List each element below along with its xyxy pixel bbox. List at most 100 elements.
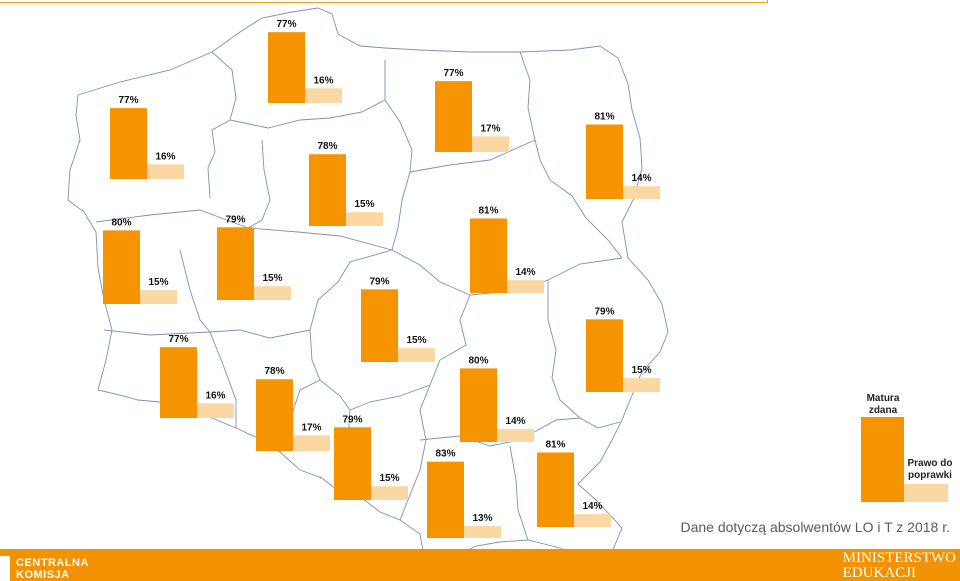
label-matura-zdana: 79% — [342, 414, 362, 425]
footer-ministry: MINISTERSTWO EDUKACJI — [843, 551, 956, 581]
label-matura-zdana: 78% — [317, 141, 337, 152]
label-matura-zdana: 77% — [118, 95, 138, 106]
legend-pass-swatch — [861, 417, 904, 502]
boundary — [103, 329, 311, 339]
label-matura-zdana: 79% — [594, 306, 614, 317]
footer-logo-mark — [0, 556, 10, 581]
map-outlines — [67, 7, 669, 561]
region-bar-group: 81% 14% — [586, 111, 660, 199]
boundary — [349, 384, 431, 411]
region-bar-group: 77% 17% — [435, 68, 509, 152]
region-bar-group: 79% 15% — [334, 414, 408, 500]
label-prawo-do-poprawki: 17% — [301, 422, 321, 433]
label-matura-zdana: 81% — [594, 111, 614, 122]
boundary — [399, 409, 427, 521]
region-bar-group: 80% 14% — [460, 355, 534, 442]
legend-retake-swatch — [904, 484, 948, 502]
bar-prawo-do-poprawki — [305, 88, 342, 103]
bar-matura-zdana — [334, 427, 371, 500]
label-matura-zdana: 83% — [435, 449, 455, 460]
boundary — [519, 51, 623, 259]
label-prawo-do-poprawki: 13% — [472, 513, 492, 524]
bar-matura-zdana — [586, 124, 623, 199]
legend-pass-label: Matura zdana — [866, 393, 900, 416]
label-prawo-do-poprawki: 14% — [631, 173, 651, 184]
bar-matura-zdana — [256, 379, 293, 451]
country-border — [67, 7, 669, 561]
bar-matura-zdana — [110, 108, 147, 179]
footnote: Dane dotyczą absolwentów LO i T z 2018 r… — [680, 519, 950, 535]
bar-prawo-do-poprawki — [398, 348, 435, 362]
footer-ministry-line2: EDUKACJI — [842, 565, 917, 581]
label-prawo-do-poprawki: 15% — [631, 365, 651, 376]
bar-matura-zdana — [435, 81, 472, 152]
bar-matura-zdana — [460, 368, 497, 442]
boundary — [207, 51, 237, 199]
boundary — [209, 331, 237, 428]
label-matura-zdana: 78% — [264, 366, 284, 377]
footer-bar — [0, 549, 960, 581]
bar-matura-zdana — [537, 452, 574, 527]
bar-prawo-do-poprawki — [464, 526, 501, 538]
boundary — [419, 294, 471, 411]
bar-prawo-do-poprawki — [623, 378, 660, 392]
label-prawo-do-poprawki: 16% — [155, 151, 175, 162]
footer-ministry-line1: MINISTERSTWO — [842, 550, 956, 566]
region-bar-group: 79% 15% — [217, 214, 291, 300]
bar-prawo-do-poprawki — [254, 286, 291, 300]
bar-prawo-do-poprawki — [371, 486, 408, 500]
label-prawo-do-poprawki: 15% — [379, 473, 399, 484]
region-bar-group: 77% 16% — [268, 19, 342, 103]
label-matura-zdana: 77% — [276, 19, 296, 30]
bar-matura-zdana — [268, 32, 305, 103]
bar-matura-zdana — [309, 154, 346, 226]
label-prawo-do-poprawki: 15% — [354, 199, 374, 210]
boundary — [247, 139, 271, 229]
label-prawo-do-poprawki: 14% — [582, 501, 602, 512]
bar-matura-zdana — [361, 289, 398, 362]
bar-prawo-do-poprawki — [140, 290, 177, 304]
bar-matura-zdana — [427, 461, 464, 538]
footer-logo: CENTRALNA KOMISJA — [16, 557, 89, 581]
top-frame-line — [0, 0, 768, 3]
region-bar-group: 79% 15% — [361, 276, 435, 362]
region-bar-group: 77% 16% — [110, 95, 184, 179]
boundary — [419, 417, 581, 447]
boundary — [179, 249, 211, 333]
label-prawo-do-poprawki: 15% — [148, 277, 168, 288]
boundary — [95, 209, 249, 229]
bar-matura-zdana — [103, 230, 140, 304]
boundary — [309, 249, 393, 331]
label-prawo-do-poprawki: 14% — [515, 267, 535, 278]
region-bar-group: 77% 16% — [160, 334, 234, 418]
bar-matura-zdana — [217, 227, 254, 300]
label-matura-zdana: 79% — [225, 214, 245, 225]
bar-prawo-do-poprawki — [472, 136, 509, 152]
bar-prawo-do-poprawki — [574, 514, 611, 527]
label-prawo-do-poprawki: 15% — [262, 273, 282, 284]
bar-prawo-do-poprawki — [507, 280, 544, 293]
region-bar-group: 78% 17% — [256, 366, 330, 451]
legend-retake-label: Prawo do poprawki — [907, 458, 953, 481]
boundary — [509, 445, 529, 541]
bar-prawo-do-poprawki — [147, 164, 184, 179]
boundary — [309, 329, 351, 411]
footer-logo-line1: CENTRALNA — [16, 557, 89, 569]
boundary — [247, 227, 471, 296]
region-bar-group: 81% 14% — [537, 439, 611, 527]
label-matura-zdana: 77% — [443, 68, 463, 79]
boundary — [547, 280, 621, 429]
label-matura-zdana: 81% — [545, 439, 565, 450]
label-matura-zdana: 79% — [369, 276, 389, 287]
label-prawo-do-poprawki: 17% — [480, 123, 500, 134]
bar-matura-zdana — [470, 218, 507, 293]
region-bar-group: 83% 13% — [427, 449, 501, 538]
boundary — [409, 139, 536, 173]
label-matura-zdana: 81% — [478, 205, 498, 216]
label-prawo-do-poprawki: 16% — [313, 75, 333, 86]
bar-prawo-do-poprawki — [293, 435, 330, 451]
footer-logo-line2: KOMISJA — [16, 569, 70, 581]
region-bar-group: 81% 14% — [470, 205, 544, 293]
region-bar-group: 80% 15% — [103, 217, 177, 304]
